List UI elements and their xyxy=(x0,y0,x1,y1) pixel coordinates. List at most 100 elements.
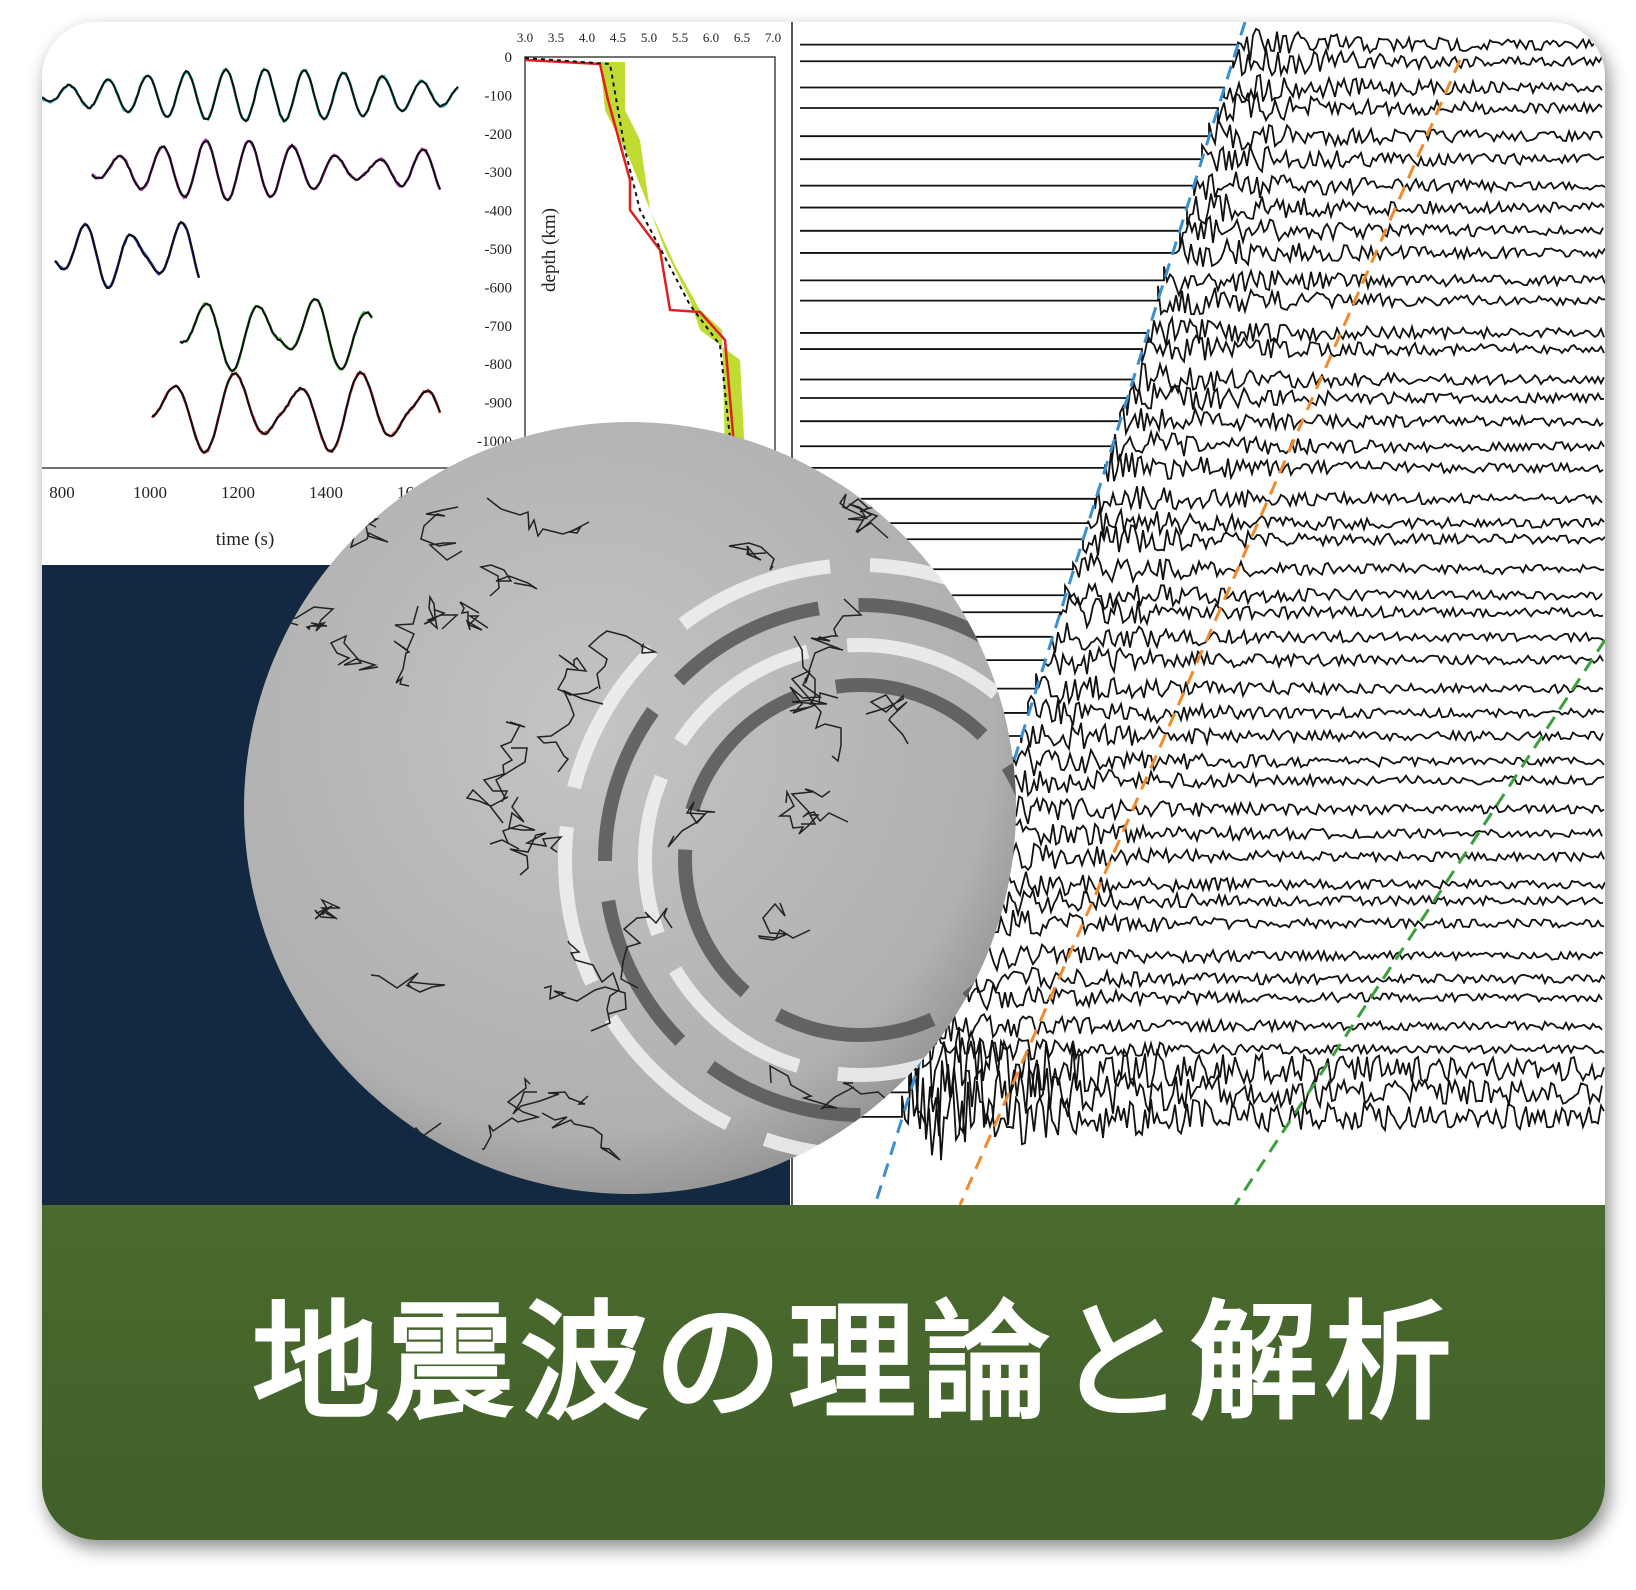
seismogram-trace xyxy=(800,722,1604,752)
seismogram-trace xyxy=(800,1048,1603,1137)
x-tick-label: 7.0 xyxy=(765,30,781,45)
seismogram-trace xyxy=(800,236,1605,268)
velocity-profile xyxy=(524,57,745,458)
seismogram-trace xyxy=(800,403,1604,437)
y-tick-label: -600 xyxy=(485,280,513,296)
card: time (s) depth (km) 80010001200140016000… xyxy=(42,22,1605,1540)
coastline xyxy=(482,1076,541,1150)
coastline xyxy=(865,694,909,745)
coastline xyxy=(777,789,820,835)
waveform xyxy=(179,297,373,373)
seismogram-trace xyxy=(800,73,1603,105)
seismogram-trace xyxy=(800,645,1604,677)
coastline xyxy=(478,564,538,597)
x-tick-label: 6.0 xyxy=(703,30,719,45)
x-tick-label: 3.0 xyxy=(517,30,533,45)
coastline xyxy=(486,497,590,538)
seismogram-trace xyxy=(800,193,1605,226)
coastline xyxy=(279,606,335,632)
seismogram-trace xyxy=(800,552,1605,585)
seismogram-trace xyxy=(800,743,1605,776)
coastline xyxy=(567,940,620,1032)
coastline xyxy=(543,984,627,1015)
x-tick-label: 1200 xyxy=(221,483,255,502)
wavefront-ring xyxy=(598,598,1016,1122)
coastline xyxy=(459,601,489,631)
waveform xyxy=(54,220,200,289)
y-tick-label: -300 xyxy=(485,165,513,181)
x-tick-label: 800 xyxy=(49,483,75,502)
waveforms xyxy=(42,67,459,455)
velocity-reference xyxy=(524,57,733,458)
x-tick-label: 6.5 xyxy=(734,30,750,45)
phase-arrival-line xyxy=(1233,639,1605,1206)
coastline xyxy=(620,907,673,989)
x-tick-label: 5.5 xyxy=(672,30,688,45)
uncertainty-band xyxy=(600,62,745,457)
y-tick-label: -400 xyxy=(485,204,513,220)
title-band xyxy=(42,1205,1605,1540)
y-tick-label: -700 xyxy=(485,319,513,335)
x-tick-label: 4.0 xyxy=(579,30,595,45)
seismogram-trace xyxy=(800,382,1605,416)
coastline xyxy=(465,747,528,824)
coastline xyxy=(536,689,604,773)
seismogram-trace xyxy=(800,960,1605,998)
coastline xyxy=(482,721,526,803)
coastline xyxy=(587,630,658,690)
seismogram-trace xyxy=(800,486,1603,513)
coastline xyxy=(420,506,463,561)
seismogram-trace xyxy=(800,939,1604,973)
seismogram-trace xyxy=(800,694,1605,726)
x-tick-label: 5.0 xyxy=(641,30,657,45)
coastline xyxy=(728,542,775,571)
globe-disc xyxy=(244,422,1016,1194)
coastline xyxy=(329,634,379,671)
seismogram-trace xyxy=(800,47,1605,78)
coastline xyxy=(314,898,341,920)
seismograms xyxy=(800,22,1605,1206)
seismogram-trace xyxy=(800,27,1605,61)
seismogram-trace xyxy=(800,768,1605,798)
seismogram-trace xyxy=(800,142,1605,174)
seismogram-trace xyxy=(800,524,1605,556)
seismogram-trace xyxy=(800,1032,1605,1069)
seismogram-trace xyxy=(800,116,1603,151)
coastline xyxy=(370,972,446,993)
coastline xyxy=(423,594,459,630)
seismogram-trace xyxy=(800,622,1605,653)
seismogram-trace xyxy=(800,982,1603,1012)
seismogram-trace xyxy=(800,837,1605,872)
seismogram-trace xyxy=(800,506,1605,538)
seismogram-trace xyxy=(800,333,1605,364)
coastline xyxy=(839,493,879,534)
coastline xyxy=(512,1091,589,1115)
coastline xyxy=(791,635,839,705)
seismogram-trace xyxy=(800,360,1605,396)
seismogram-trace xyxy=(800,593,1604,630)
coastline xyxy=(556,654,599,696)
seismogram-trace xyxy=(800,817,1603,854)
x-tick-label: 1000 xyxy=(133,483,167,502)
y-tick-label: -200 xyxy=(485,127,513,143)
seismogram-trace xyxy=(800,1072,1605,1161)
x-tick-label: 1400 xyxy=(309,483,343,502)
seismogram-trace xyxy=(800,906,1605,939)
y-tick-label: -500 xyxy=(485,242,513,258)
coastline xyxy=(541,1112,621,1161)
y-axis-label: depth (km) xyxy=(539,208,560,292)
seismogram-trace xyxy=(800,90,1603,125)
coastline xyxy=(667,801,716,848)
seismogram-trace xyxy=(800,795,1605,829)
axis-labels: time (s) depth (km) 80010001200140016000… xyxy=(49,30,781,550)
x-tick-label: 3.5 xyxy=(548,30,564,45)
x-tick-label: 4.5 xyxy=(610,30,626,45)
seismogram-trace xyxy=(800,581,1603,612)
coastline xyxy=(509,832,563,876)
seismogram-trace xyxy=(800,452,1604,482)
seismogram-trace xyxy=(800,285,1605,317)
coastline xyxy=(757,902,811,941)
seismogram-trace xyxy=(800,314,1605,346)
y-tick-label: -900 xyxy=(485,396,513,412)
